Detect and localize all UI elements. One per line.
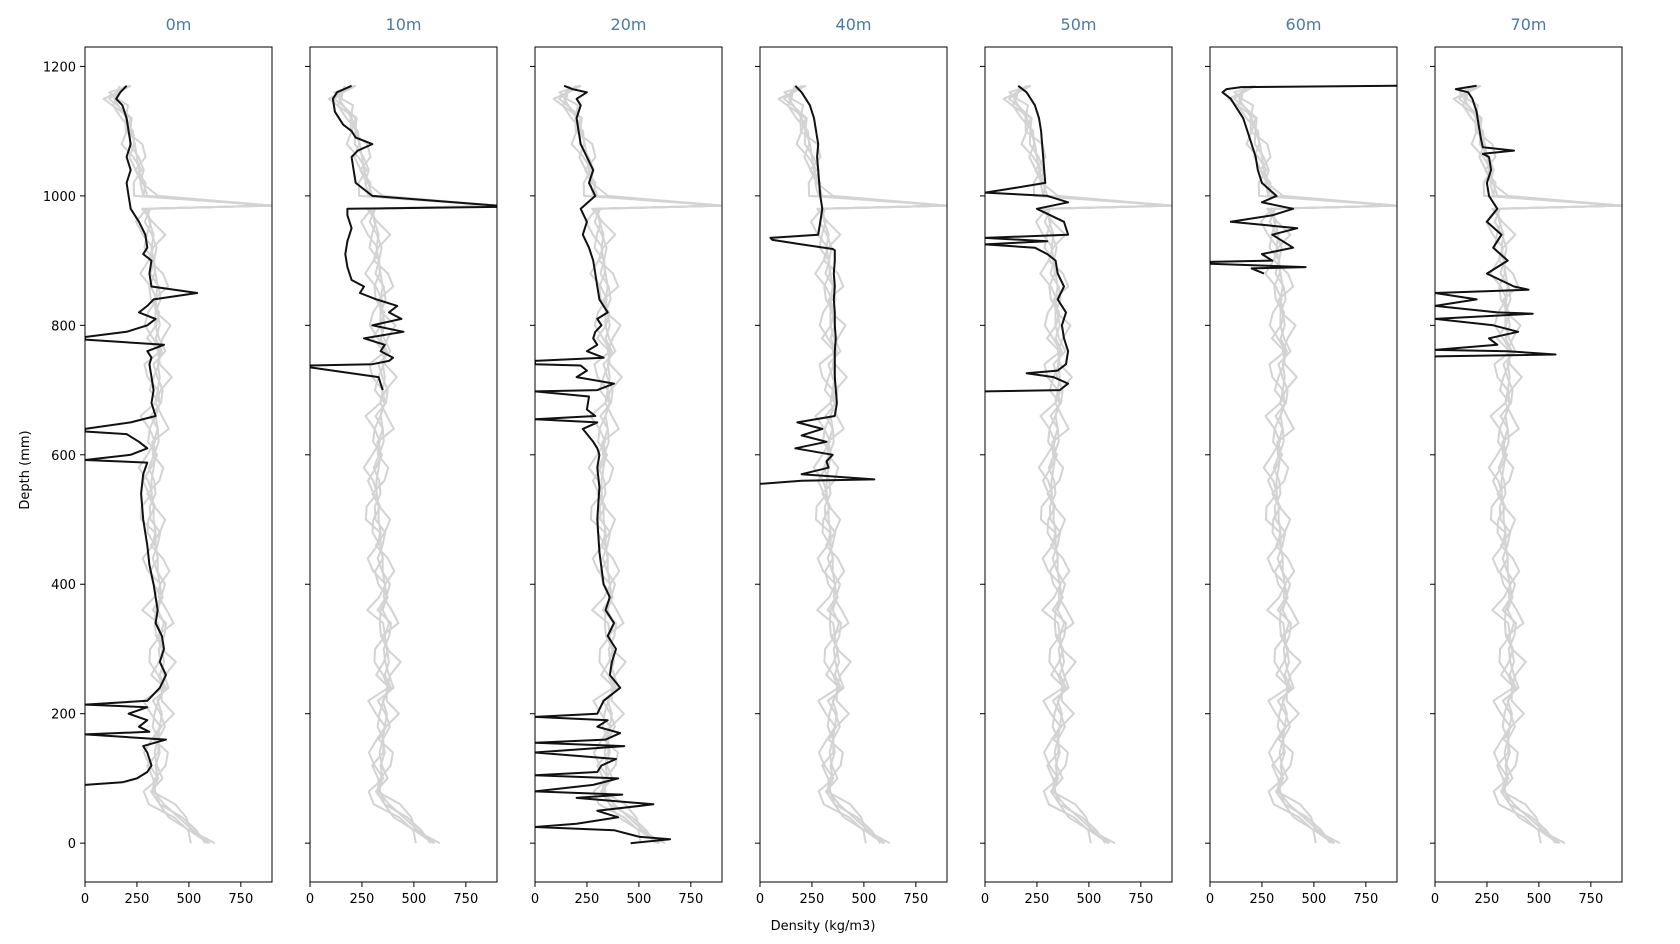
- panel-60m: 60m 0 250 500 750: [1205, 15, 1398, 907]
- x-tick-label: 500: [1076, 892, 1101, 907]
- x-tick-label: 500: [176, 892, 201, 907]
- plot-frame: [309, 46, 498, 883]
- series-line: [760, 85, 876, 485]
- reference-line: [783, 84, 947, 845]
- plot-frame: [534, 46, 723, 883]
- reference-profiles: [552, 84, 722, 845]
- x-tick-label: 500: [626, 892, 651, 907]
- y-axis-label: Depth (mm): [18, 430, 33, 509]
- panel-title: 10m: [386, 15, 422, 34]
- panels: 0m 0 250 500 750 0 200 400 600 800 1000 1200 10m 0 250…: [43, 15, 1623, 907]
- reference-line: [1227, 84, 1397, 844]
- x-tick-label: 500: [851, 892, 876, 907]
- x-tick-label: 750: [678, 892, 703, 907]
- plot-frame: [1209, 46, 1398, 883]
- reference-profiles: [1227, 84, 1397, 845]
- panel-title: 0m: [166, 15, 192, 34]
- reference-line: [1002, 84, 1172, 844]
- y-tick-label: 800: [51, 319, 76, 334]
- x-tick-label: 750: [228, 892, 253, 907]
- y-tick-label: 1200: [43, 60, 76, 75]
- reference-profiles: [1452, 84, 1622, 845]
- plot-frame: [1434, 46, 1623, 883]
- reference-line: [1233, 84, 1397, 845]
- reference-line: [558, 84, 722, 845]
- reference-profiles: [102, 84, 272, 845]
- series-line: [535, 84, 672, 845]
- reference-line: [552, 84, 722, 844]
- x-tick-label: 0: [1206, 892, 1214, 907]
- series-line: [1210, 84, 1397, 275]
- x-tick-label: 250: [1475, 892, 1500, 907]
- x-tick-label: 500: [401, 892, 426, 907]
- panel-0m: 0m 0 250 500 750 0 200 400 600 800 1000 1200: [43, 15, 273, 907]
- x-tick-label: 250: [350, 892, 375, 907]
- panel-title: 20m: [611, 15, 647, 34]
- x-tick-label: 250: [1250, 892, 1275, 907]
- y-tick-label: 600: [51, 449, 76, 464]
- reference-profiles: [777, 84, 947, 845]
- x-tick-label: 750: [453, 892, 478, 907]
- x-tick-label: 750: [1578, 892, 1603, 907]
- series-line: [85, 85, 199, 786]
- panel-70m: 70m 0 250 500 750: [1430, 15, 1623, 907]
- series-line: [985, 85, 1070, 393]
- y-tick-label: 0: [68, 837, 76, 852]
- x-tick-label: 250: [575, 892, 600, 907]
- x-tick-label: 0: [81, 892, 89, 907]
- x-tick-label: 0: [531, 892, 539, 907]
- plot-frame: [759, 46, 948, 883]
- panel-title: 60m: [1286, 15, 1322, 34]
- panel-40m: 40m 0 250 500 750: [755, 15, 948, 907]
- reference-line: [1008, 84, 1172, 845]
- y-tick-label: 1000: [43, 190, 76, 205]
- x-axis-label: Density (kg/m3): [771, 919, 876, 934]
- panel-20m: 20m 0 250 500 750: [530, 15, 723, 907]
- y-tick-label: 200: [51, 708, 76, 723]
- panel-title: 70m: [1511, 15, 1547, 34]
- x-tick-label: 0: [756, 892, 764, 907]
- plot-frame: [84, 46, 273, 883]
- x-tick-label: 750: [1353, 892, 1378, 907]
- series-line: [310, 84, 497, 391]
- reference-profiles: [1002, 84, 1172, 845]
- x-tick-label: 0: [1431, 892, 1439, 907]
- x-tick-label: 500: [1526, 892, 1551, 907]
- x-tick-label: 0: [981, 892, 989, 907]
- x-tick-label: 250: [1025, 892, 1050, 907]
- reference-line: [108, 84, 272, 845]
- panel-50m: 50m 0 250 500 750: [980, 15, 1173, 907]
- panel-title: 50m: [1061, 15, 1097, 34]
- x-tick-label: 0: [306, 892, 314, 907]
- x-tick-label: 750: [903, 892, 928, 907]
- x-tick-label: 500: [1301, 892, 1326, 907]
- reference-line: [1452, 84, 1622, 844]
- x-tick-label: 250: [800, 892, 825, 907]
- x-tick-label: 250: [125, 892, 150, 907]
- reference-line: [102, 84, 272, 844]
- plot-frame: [984, 46, 1173, 883]
- panel-10m: 10m 0 250 500 750: [305, 15, 498, 907]
- panel-title: 40m: [836, 15, 872, 34]
- series-line: [1435, 84, 1557, 358]
- reference-line: [777, 84, 947, 844]
- reference-line: [1458, 84, 1622, 845]
- y-tick-label: 400: [51, 578, 76, 593]
- x-tick-label: 750: [1128, 892, 1153, 907]
